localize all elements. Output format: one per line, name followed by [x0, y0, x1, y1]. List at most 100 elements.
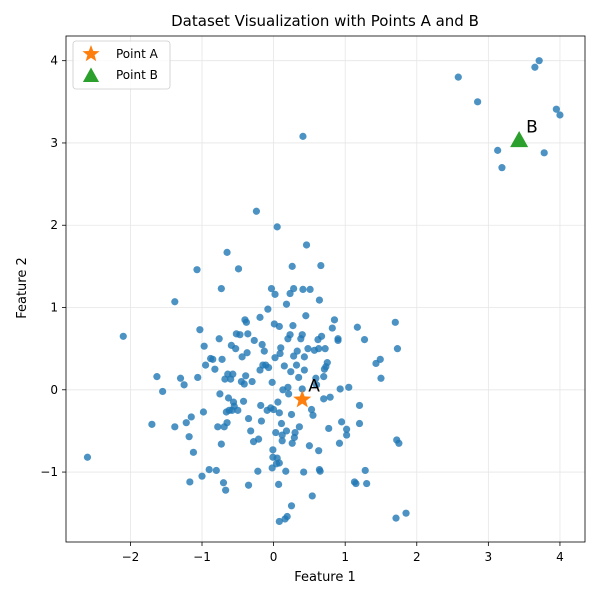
- data-point: [377, 374, 385, 382]
- data-point: [209, 355, 217, 363]
- x-tick-label: 4: [556, 550, 564, 564]
- data-point: [273, 223, 281, 231]
- data-point: [454, 73, 462, 81]
- triangle-icon: [82, 67, 100, 82]
- data-point: [240, 380, 248, 388]
- data-point: [299, 285, 307, 294]
- data-point: [289, 322, 297, 330]
- data-point: [286, 289, 294, 298]
- star-icon: [82, 45, 100, 62]
- data-point: [290, 284, 298, 293]
- data-point: [219, 479, 228, 487]
- legend: Point A Point B: [72, 40, 171, 90]
- point-a-annotation: A: [308, 377, 320, 397]
- data-point: [376, 355, 384, 363]
- data-point: [277, 419, 286, 428]
- data-point: [282, 467, 290, 475]
- data-point: [300, 353, 308, 361]
- data-point: [256, 313, 264, 321]
- data-point: [298, 331, 306, 339]
- data-point: [252, 207, 261, 215]
- data-point: [248, 377, 256, 386]
- data-point: [284, 383, 292, 391]
- data-point: [338, 418, 346, 426]
- data-point: [234, 265, 243, 273]
- data-point: [242, 372, 250, 380]
- data-point: [278, 437, 286, 445]
- data-point: [180, 381, 188, 389]
- data-point: [300, 468, 308, 476]
- data-point: [298, 385, 306, 393]
- data-point: [199, 408, 208, 416]
- data-point: [275, 459, 283, 467]
- data-point: [277, 344, 285, 352]
- data-point: [119, 332, 127, 340]
- data-point: [148, 420, 156, 428]
- data-point: [198, 472, 206, 480]
- data-point: [345, 383, 353, 391]
- data-point: [238, 353, 246, 361]
- data-point: [250, 336, 258, 345]
- legend-item-point-a: Point A: [82, 45, 159, 62]
- y-tick-label: 4: [50, 54, 58, 68]
- y-axis-label: Feature 2: [15, 257, 30, 319]
- data-point: [288, 262, 296, 270]
- data-point: [282, 300, 291, 308]
- data-point: [234, 406, 242, 414]
- y-tick-label: −1: [40, 465, 58, 479]
- data-point: [260, 347, 268, 355]
- data-point: [171, 298, 179, 306]
- data-point: [293, 347, 301, 355]
- x-tick-label: −2: [122, 550, 140, 564]
- data-point: [498, 164, 506, 172]
- data-point: [217, 440, 225, 448]
- data-point: [275, 409, 283, 417]
- y-tick-label: 3: [50, 136, 58, 150]
- data-point: [276, 349, 284, 358]
- data-point: [474, 98, 482, 106]
- data-point: [176, 374, 185, 382]
- data-point: [395, 439, 403, 447]
- data-point: [272, 428, 280, 437]
- data-point: [334, 336, 342, 345]
- data-point: [302, 241, 311, 249]
- legend-label-point-a: Point A: [116, 47, 159, 61]
- x-axis-label: Feature 1: [294, 570, 356, 585]
- data-point: [270, 405, 278, 414]
- data-point: [287, 502, 296, 510]
- grid: [66, 36, 585, 542]
- x-tick-label: 3: [485, 550, 493, 564]
- legend-label-point-b: Point B: [116, 68, 158, 82]
- data-point: [336, 385, 344, 393]
- data-point: [335, 439, 344, 447]
- data-point: [391, 318, 399, 326]
- data-point: [295, 373, 303, 382]
- data-point: [535, 57, 543, 65]
- data-point: [269, 446, 277, 454]
- data-point: [83, 453, 92, 461]
- data-point: [257, 417, 266, 425]
- special-points: AB: [293, 117, 538, 408]
- data-point: [306, 285, 314, 294]
- data-point: [288, 439, 296, 447]
- data-point: [316, 467, 324, 475]
- plot-frame: [65, 35, 586, 543]
- data-point: [315, 345, 323, 353]
- data-point: [243, 349, 251, 357]
- data-point: [236, 331, 244, 339]
- data-point: [244, 414, 253, 423]
- data-point: [355, 401, 364, 410]
- data-point: [328, 324, 336, 332]
- data-point: [309, 411, 317, 419]
- data-point: [229, 370, 237, 378]
- data-point: [282, 427, 291, 435]
- data-point: [300, 366, 308, 374]
- data-point: [223, 248, 231, 256]
- data-point: [193, 266, 201, 274]
- data-point: [182, 419, 190, 427]
- data-point: [244, 481, 253, 489]
- data-point: [222, 486, 230, 494]
- data-point: [171, 423, 179, 431]
- data-point: [552, 105, 560, 113]
- data-point: [274, 398, 282, 406]
